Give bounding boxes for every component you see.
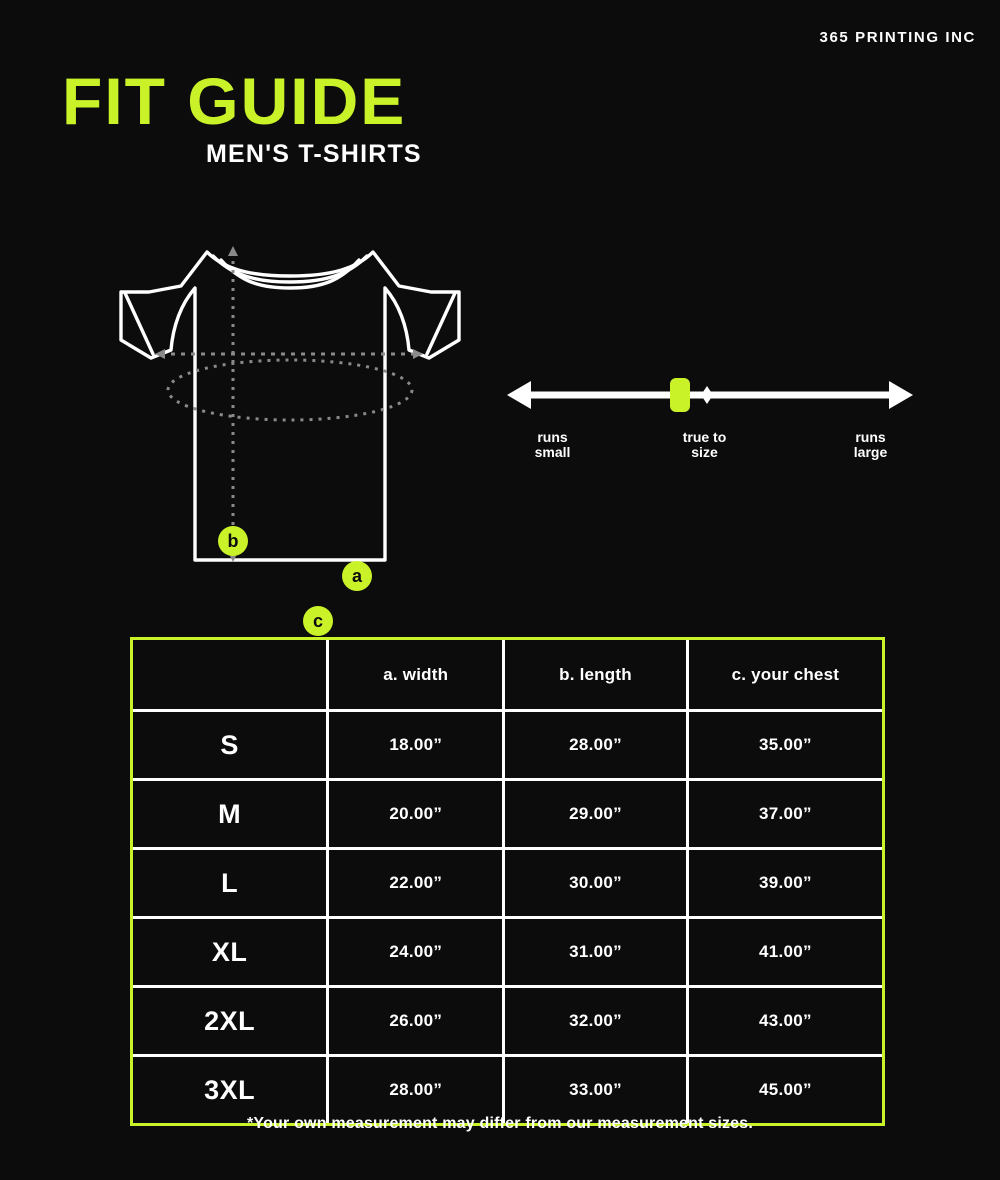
table-row: M 20.00” 29.00” 37.00” xyxy=(133,779,882,850)
measurement-guides xyxy=(155,246,423,562)
cell-chest: 41.00” xyxy=(687,917,882,988)
fit-scale-label-true: true to size xyxy=(682,429,727,461)
cell-size: 2XL xyxy=(133,986,330,1057)
cell-chest: 43.00” xyxy=(687,986,882,1057)
cell-length: 33.00” xyxy=(503,1055,689,1123)
cell-chest: 37.00” xyxy=(687,779,882,850)
table-row: S 18.00” 28.00” 35.00” xyxy=(133,710,882,781)
cell-size: S xyxy=(133,710,330,781)
footnote: *Your own measurement may differ from ou… xyxy=(246,1115,754,1132)
page-title: FIT GUIDE xyxy=(62,64,407,138)
cell-length: 32.00” xyxy=(503,986,689,1057)
header-chest: c. your chest xyxy=(687,640,882,712)
fit-scale-label-small: runs small xyxy=(534,429,571,461)
cell-width: 22.00” xyxy=(327,848,506,919)
header-width: a. width xyxy=(327,640,506,712)
cell-chest: 45.00” xyxy=(687,1055,882,1123)
cell-size: L xyxy=(133,848,330,919)
fit-scale-marker[interactable] xyxy=(670,378,690,412)
cell-width: 28.00” xyxy=(327,1055,506,1123)
badge-b-length: b xyxy=(218,526,248,556)
header-size xyxy=(133,640,330,712)
badge-a-width: a xyxy=(342,561,372,591)
cell-length: 29.00” xyxy=(503,779,689,850)
cell-size: XL xyxy=(133,917,330,988)
cell-width: 20.00” xyxy=(327,779,506,850)
fit-scale-axis-icon xyxy=(507,381,913,409)
cell-width: 26.00” xyxy=(327,986,506,1057)
fit-scale: runs small true to size runs large xyxy=(505,368,915,478)
cell-size: M xyxy=(133,779,330,850)
cell-chest: 39.00” xyxy=(687,848,882,919)
brand-name: 365 PRINTING INC xyxy=(819,29,976,46)
cell-width: 18.00” xyxy=(327,710,506,781)
header-length: b. length xyxy=(503,640,689,712)
table-row: 2XL 26.00” 32.00” 43.00” xyxy=(133,986,882,1057)
tshirt-diagram: b a c xyxy=(95,230,485,636)
table-row: L 22.00” 30.00” 39.00” xyxy=(133,848,882,919)
cell-length: 30.00” xyxy=(503,848,689,919)
page-subtitle: MEN'S T-SHIRTS xyxy=(206,140,422,168)
cell-chest: 35.00” xyxy=(687,710,882,781)
tshirt-outline-icon xyxy=(119,250,461,562)
badge-c-chest: c xyxy=(303,606,333,636)
table-header-row: a. width b. length c. your chest xyxy=(133,640,882,712)
cell-size: 3XL xyxy=(133,1055,330,1123)
table-row: XL 24.00” 31.00” 41.00” xyxy=(133,917,882,988)
table-row: 3XL 28.00” 33.00” 45.00” xyxy=(133,1055,882,1123)
cell-length: 28.00” xyxy=(503,710,689,781)
fit-scale-label-large: runs large xyxy=(853,429,888,461)
cell-length: 31.00” xyxy=(503,917,689,988)
size-chart-table: a. width b. length c. your chest S 18.00… xyxy=(130,637,885,1126)
cell-width: 24.00” xyxy=(327,917,506,988)
